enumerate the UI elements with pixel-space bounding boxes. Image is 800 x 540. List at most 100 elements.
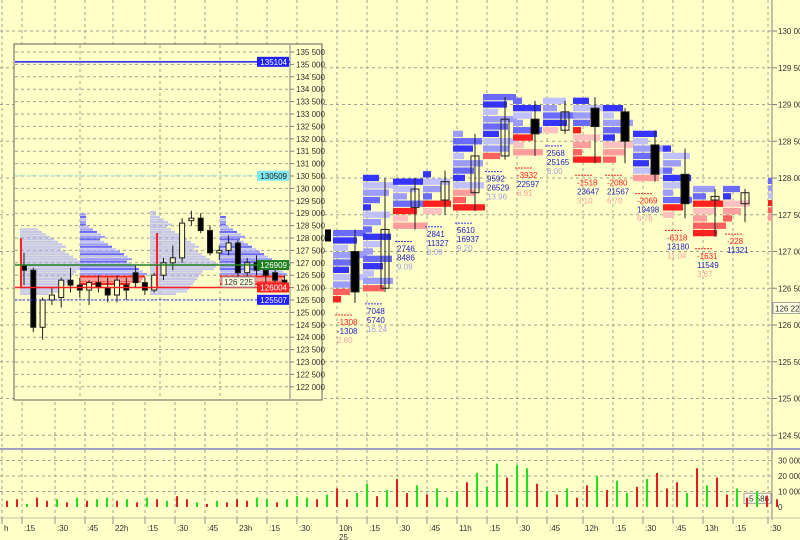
inset-level-box — [257, 170, 289, 181]
footprint-bar — [663, 182, 682, 189]
footprint-bar — [393, 178, 425, 185]
volume-bar — [36, 497, 38, 507]
inset-profile-bar — [80, 215, 86, 219]
footprint-bar — [603, 156, 616, 163]
inset-profile-bar — [20, 273, 74, 276]
delta-label: -1518 — [577, 178, 598, 187]
delta-label: -1308 — [337, 318, 358, 327]
inset-candle-body — [104, 287, 111, 296]
time-tick-label: 13h — [705, 524, 718, 533]
inset-profile-bar — [150, 258, 210, 261]
candle-body — [560, 111, 570, 131]
inset-profile-bar — [220, 270, 283, 273]
inset-profile-bar — [20, 245, 66, 248]
ratio-label: 11.04 — [667, 251, 687, 260]
volume-bar — [116, 500, 118, 507]
inset-profile-bar — [80, 258, 132, 261]
inset-profile-bar — [20, 255, 73, 258]
candle-body — [590, 107, 600, 128]
inset-price-label: 133 500 — [296, 98, 325, 107]
inset-price-label: 125 500 — [296, 296, 325, 305]
volume-bar — [86, 500, 88, 507]
inset-price-label: 132 000 — [296, 135, 325, 144]
time-tick-label: 22h — [115, 524, 128, 533]
inset-profile-bar — [80, 250, 120, 253]
footprint-bar — [633, 174, 659, 182]
inset-candle-body — [281, 279, 288, 284]
volume-bar — [186, 499, 188, 507]
footprint-bar — [693, 185, 715, 193]
inset-profile-bar — [150, 218, 164, 221]
footprint-bar — [663, 160, 681, 167]
inset-profile-bar — [20, 282, 66, 286]
inset-profile-bar — [80, 233, 101, 236]
time-tick-label: :30 — [57, 524, 69, 533]
volume-bar — [156, 499, 158, 507]
volume-bar — [616, 480, 618, 507]
footprint-bar — [483, 123, 508, 130]
inset-price-label: 135 000 — [296, 60, 325, 69]
footprint-bar — [633, 152, 658, 160]
inset-price-label: 129 000 — [296, 209, 325, 218]
volume-bar — [556, 494, 558, 507]
inset-candle-body — [179, 222, 186, 259]
inset-profile-bar — [80, 243, 108, 246]
footprint-bar — [693, 222, 726, 229]
footprint-bar — [603, 127, 624, 134]
footprint-bar — [723, 207, 741, 215]
inset-level-label: 126004 — [260, 284, 287, 293]
inset-profile-bar — [20, 260, 81, 263]
footprint-bar — [513, 112, 532, 119]
candle-body — [410, 188, 420, 208]
inset-profile-bar — [150, 253, 202, 256]
time-tick-label: :45 — [207, 524, 219, 533]
footprint-bar — [603, 119, 633, 126]
footprint-bar — [573, 127, 581, 134]
inset-candle-body — [234, 242, 241, 274]
inset-profile-bar — [150, 223, 172, 226]
footprint-bar — [768, 178, 772, 184]
ratio-label: 3.67 — [697, 270, 713, 279]
candle-body — [470, 155, 480, 194]
current-price-box — [772, 301, 800, 314]
footprint-bar — [393, 200, 426, 207]
footprint-bar — [573, 119, 590, 126]
volume-label: 26529 — [487, 184, 510, 193]
date-label: 25 — [339, 533, 348, 540]
volume-bar — [16, 499, 18, 507]
volume-bar — [236, 499, 238, 507]
footprint-bar — [663, 189, 673, 196]
volume-bar — [366, 483, 368, 507]
time-tick-label: :30 — [299, 524, 311, 533]
volume-bar — [676, 482, 678, 507]
ratio-label: 8.00 — [547, 167, 563, 176]
footprint-bar — [513, 105, 541, 112]
volume-tick-label: 10 000 — [778, 488, 800, 497]
inset-profile-bar — [20, 250, 65, 253]
footprint-bar — [573, 112, 599, 119]
inset-profile-bar — [220, 258, 272, 261]
time-tick-label: :45 — [675, 524, 687, 533]
volume-bar — [736, 488, 738, 507]
footprint-bar — [363, 285, 384, 292]
inset-price-label: 132 500 — [296, 122, 325, 131]
price-tick-label: 129 000 — [778, 101, 800, 110]
inset-profile-bar — [150, 228, 171, 231]
volume-bar — [226, 502, 228, 507]
volume-bar — [496, 463, 498, 507]
volume-label: 21567 — [607, 187, 630, 196]
inset-profile-bar — [80, 228, 93, 231]
delta-label: 2568 — [547, 149, 565, 158]
volume-tick-label: 0 — [778, 503, 783, 512]
volume-bar — [546, 491, 548, 507]
footprint-bar — [423, 193, 432, 200]
time-tick-label: :15 — [269, 524, 281, 533]
footprint-bar — [363, 263, 383, 270]
inset-price-label: 128 500 — [296, 222, 325, 231]
price-tick-label: 125 500 — [778, 358, 800, 367]
volume-bar — [96, 499, 98, 507]
